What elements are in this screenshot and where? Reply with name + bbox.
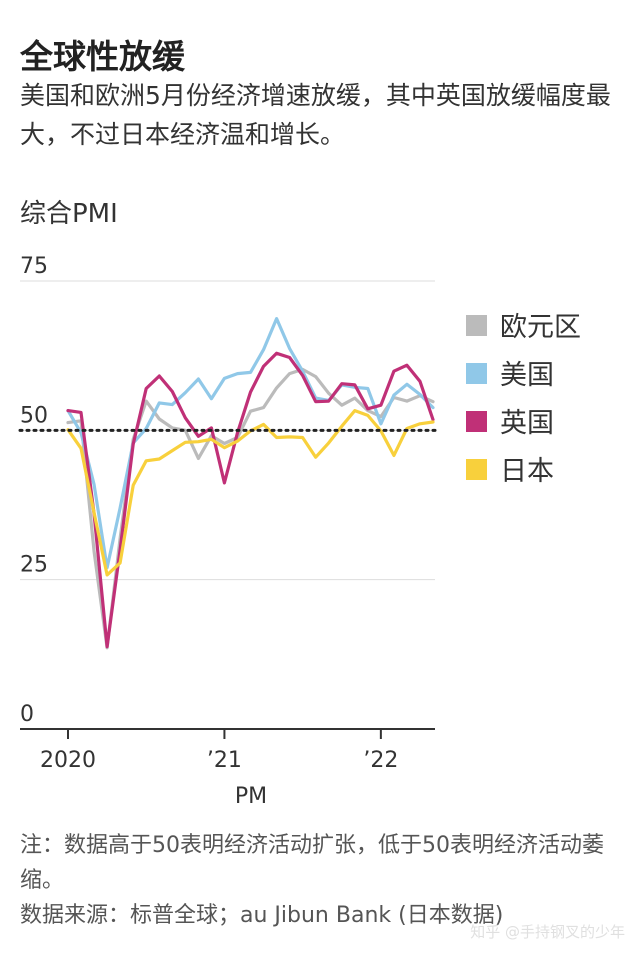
- y-tick-label-75: 75: [20, 254, 48, 279]
- legend-label-1: 欧元区: [500, 312, 581, 343]
- legend-swatch-3: [466, 411, 487, 432]
- legend-label-3: 英国: [500, 408, 554, 439]
- legend-swatch-4: [466, 459, 487, 480]
- series-line-2: [66, 317, 435, 570]
- series-line-1: [66, 367, 435, 650]
- x-tick-label-2021-01: ’21: [207, 748, 242, 773]
- chart-title: 全球性放缓: [20, 37, 185, 76]
- y-tick-label-0: 0: [20, 702, 34, 727]
- data-source: 数据来源：标普全球；au Jibun Bank (日本数据): [20, 903, 504, 928]
- x-tick-label-2020-01: 2020: [40, 748, 96, 773]
- chart-subtitle: 美国和欧洲5月份经济增速放缓，其中英国放缓幅度最大，不过日本经济温和增长。: [20, 81, 611, 149]
- legend-label-2: 美国: [500, 360, 554, 391]
- x-axis-label: PM: [235, 784, 267, 809]
- chart-note: 注：数据高于50表明经济活动扩张，低于50表明经济活动萎缩。: [20, 833, 604, 893]
- legend-label-4: 日本: [500, 456, 554, 487]
- legend-swatch-1: [466, 315, 487, 336]
- series-line-3: [66, 351, 435, 649]
- legend-swatch-2: [466, 363, 487, 384]
- y-axis-label: 综合PMI: [20, 199, 118, 229]
- watermark: 知乎 @手持钢叉的少年: [470, 923, 625, 941]
- x-tick-label-2022-01: ’22: [363, 748, 398, 773]
- y-tick-label-25: 25: [20, 553, 48, 578]
- y-tick-label-50: 50: [20, 403, 48, 428]
